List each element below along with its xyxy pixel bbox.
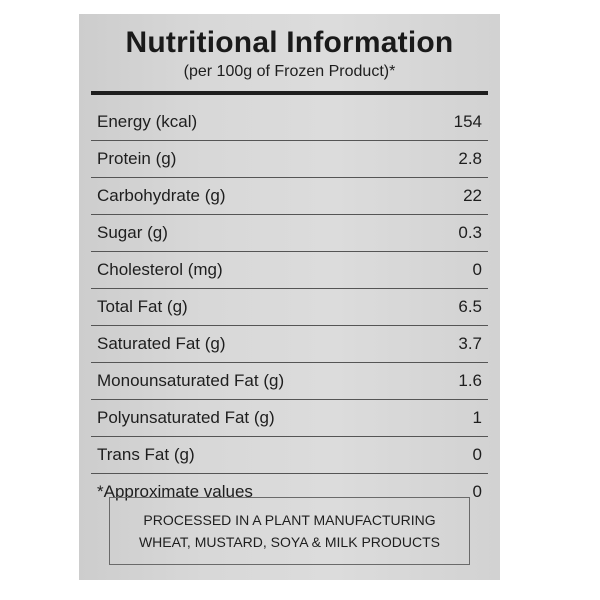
row-label: Sugar (g) <box>97 223 168 242</box>
row-label: Polyunsaturated Fat (g) <box>97 408 275 427</box>
allergen-notice-box: PROCESSED IN A PLANT MANUFACTURING WHEAT… <box>109 497 470 565</box>
row-value: 6.5 <box>458 297 482 316</box>
row-label: Total Fat (g) <box>97 297 188 316</box>
allergen-notice-line-2: WHEAT, MUSTARD, SOYA & MILK PRODUCTS <box>138 534 441 550</box>
row-value: 0 <box>472 260 482 279</box>
row-value: 2.8 <box>458 149 482 168</box>
row-value: 1 <box>472 408 482 427</box>
nutrition-row-protein: Protein (g) 2.8 <box>91 141 488 178</box>
label-subtitle: (per 100g of Frozen Product)* <box>183 63 396 80</box>
nutrition-row-total-fat: Total Fat (g) 6.5 <box>91 289 488 326</box>
row-value: 0.3 <box>458 223 482 242</box>
row-value: 0 <box>472 482 482 501</box>
row-label: Carbohydrate (g) <box>97 186 226 205</box>
row-label: Trans Fat (g) <box>97 445 195 464</box>
nutrition-row-carbohydrate: Carbohydrate (g) 22 <box>91 178 488 215</box>
label-title: Nutritional Information <box>125 26 454 59</box>
row-label: Protein (g) <box>97 149 177 168</box>
row-value: 1.6 <box>458 371 482 390</box>
row-value: 154 <box>453 112 482 131</box>
nutrition-table: Energy (kcal) 154 Protein (g) 2.8 Carboh… <box>91 104 488 510</box>
row-label: Cholesterol (mg) <box>97 260 223 279</box>
row-value: 0 <box>472 445 482 464</box>
row-label: *Approximate values <box>97 482 253 501</box>
nutrition-label-panel: Nutritional Information (per 100g of Fro… <box>79 14 500 580</box>
nutrition-row-saturated-fat: Saturated Fat (g) 3.7 <box>91 326 488 363</box>
nutrition-row-monounsaturated-fat: Monounsaturated Fat (g) 1.6 <box>91 363 488 400</box>
row-value: 3.7 <box>458 334 482 353</box>
nutrition-row-sugar: Sugar (g) 0.3 <box>91 215 488 252</box>
nutrition-row-trans-fat: Trans Fat (g) 0 <box>91 437 488 474</box>
nutrition-row-cholesterol: Cholesterol (mg) 0 <box>91 252 488 289</box>
allergen-notice-line-1: PROCESSED IN A PLANT MANUFACTURING <box>143 512 436 528</box>
nutrition-row-energy: Energy (kcal) 154 <box>91 104 488 141</box>
header-divider <box>91 91 488 95</box>
row-value: 22 <box>463 186 482 205</box>
row-label: Monounsaturated Fat (g) <box>97 371 285 390</box>
row-label: Saturated Fat (g) <box>97 334 226 353</box>
nutrition-row-approximate-note: *Approximate values 0 <box>91 474 488 510</box>
nutrition-row-polyunsaturated-fat: Polyunsaturated Fat (g) 1 <box>91 400 488 437</box>
row-label: Energy (kcal) <box>97 112 198 131</box>
